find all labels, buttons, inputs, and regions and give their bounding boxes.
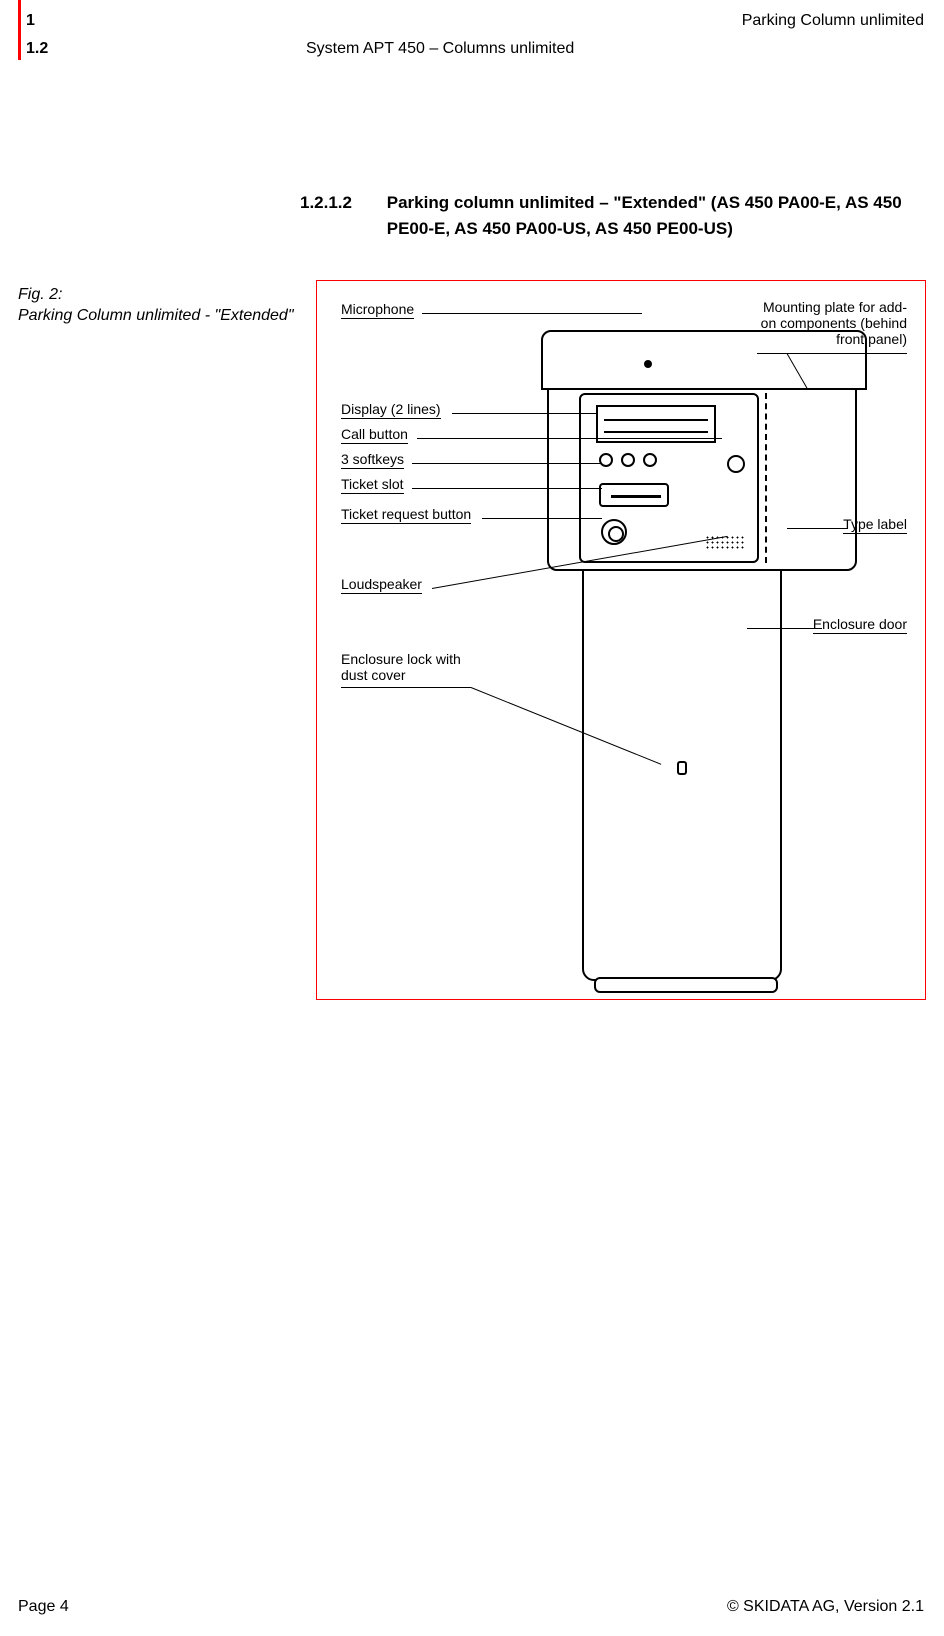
leader-line <box>412 463 602 464</box>
leader-line <box>747 628 822 629</box>
section-number: 1.2 <box>26 40 48 57</box>
header-row-1: 1 Parking Column unlimited <box>26 12 924 30</box>
leader-line <box>412 488 602 489</box>
chapter-title: Parking Column unlimited <box>742 12 924 30</box>
label-mounting-plate: Mounting plate for add-on components (be… <box>757 299 907 348</box>
label-enclosure-door: Enclosure door <box>813 616 907 634</box>
microphone-dot <box>644 360 652 368</box>
leader-line <box>452 413 597 414</box>
ticket-request-icon <box>601 519 627 545</box>
section-title: System APT 450 – Columns unlimited <box>306 40 574 58</box>
call-button-icon <box>727 455 745 473</box>
ticket-slot-icon <box>599 483 669 507</box>
figure-caption: Fig. 2: Parking Column unlimited - "Exte… <box>18 285 298 327</box>
lock-icon <box>677 761 687 775</box>
copyright: © SKIDATA AG, Version 2.1 <box>727 1598 924 1616</box>
leader-line <box>422 313 642 314</box>
leader-underline <box>341 687 471 688</box>
side-panel <box>765 393 845 563</box>
label-softkeys: 3 softkeys <box>341 451 404 469</box>
face-panel <box>579 393 759 563</box>
label-call-button: Call button <box>341 426 408 444</box>
label-display: Display (2 lines) <box>341 401 441 419</box>
label-ticket-slot: Ticket slot <box>341 476 404 494</box>
leader-line <box>787 528 847 529</box>
column-head <box>547 336 857 571</box>
page-footer: Page 4 © SKIDATA AG, Version 2.1 <box>18 1598 924 1616</box>
label-loudspeaker: Loudspeaker <box>341 576 422 594</box>
header-accent-line <box>18 0 21 60</box>
label-microphone: Microphone <box>341 301 414 319</box>
leader-line <box>417 438 722 439</box>
chapter-number: 1 <box>26 12 35 30</box>
subsection-title: Parking column unlimited – "Extended" (A… <box>387 190 911 241</box>
subsection-heading: 1.2.1.2 Parking column unlimited – "Exte… <box>300 190 914 241</box>
figure-caption-text: Parking Column unlimited - "Extended" <box>18 307 294 324</box>
header-row-2: 1.2 System APT 450 – Columns unlimited <box>26 40 924 58</box>
subsection-number: 1.2.1.2 <box>300 190 382 216</box>
page-number: Page 4 <box>18 1598 69 1616</box>
softkeys-icon <box>599 453 657 467</box>
label-enclosure-lock: Enclosure lock with dust cover <box>341 651 471 684</box>
figure-number: Fig. 2: <box>18 286 62 303</box>
figure-diagram: Microphone Display (2 lines) Call button… <box>316 280 926 1000</box>
label-type-label: Type label <box>843 516 907 534</box>
leader-underline <box>757 353 907 354</box>
label-ticket-request: Ticket request button <box>341 506 471 524</box>
leader-line <box>482 518 602 519</box>
